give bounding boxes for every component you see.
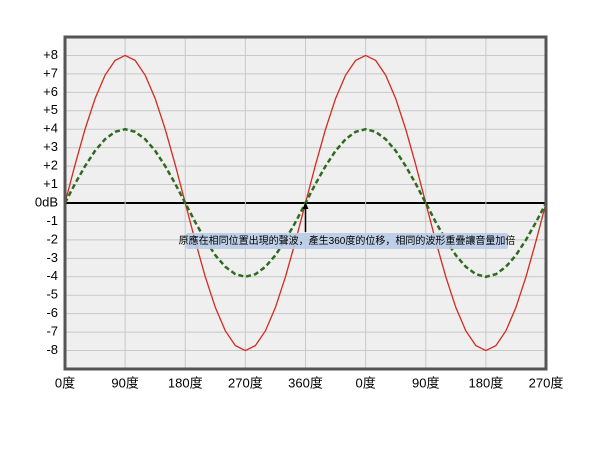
y-tick-label: -7 xyxy=(46,324,58,339)
x-tick-label: 0度 xyxy=(55,375,75,390)
y-tick-label: -5 xyxy=(46,287,58,302)
y-tick-label: +7 xyxy=(43,65,58,80)
x-tick-label: 90度 xyxy=(111,375,138,390)
x-tick-label: 360度 xyxy=(288,375,323,390)
y-tick-label: +8 xyxy=(43,47,58,62)
y-tick-label: +2 xyxy=(43,158,58,173)
x-tick-label: 270度 xyxy=(529,375,564,390)
y-tick-label: -1 xyxy=(46,213,58,228)
y-tick-label: +5 xyxy=(43,102,58,117)
x-tick-label: 270度 xyxy=(228,375,263,390)
arrow-head xyxy=(302,202,309,209)
y-tick-label: -4 xyxy=(46,268,58,283)
x-tick-label: 0度 xyxy=(356,375,376,390)
plot-border xyxy=(63,35,548,371)
y-tick-label: +3 xyxy=(43,139,58,154)
x-tick-label: 180度 xyxy=(469,375,504,390)
y-tick-label: +4 xyxy=(43,121,58,136)
y-tick-label: -3 xyxy=(46,250,58,265)
annotation-box xyxy=(186,233,508,249)
x-tick-label: 90度 xyxy=(412,375,439,390)
y-tick-label: -8 xyxy=(46,342,58,357)
y-tick-label: +6 xyxy=(43,84,58,99)
annotation-text: 原應在相同位置出現的聲波，產生360度的位移，相同的波形重疊讓音量加倍 xyxy=(179,234,516,247)
y-tick-label: -6 xyxy=(46,305,58,320)
y-tick-label: +1 xyxy=(43,176,58,191)
x-tick-label: 180度 xyxy=(168,375,203,390)
y-tick-label: -2 xyxy=(46,231,58,246)
y-tick-label: 0dB xyxy=(35,194,58,209)
